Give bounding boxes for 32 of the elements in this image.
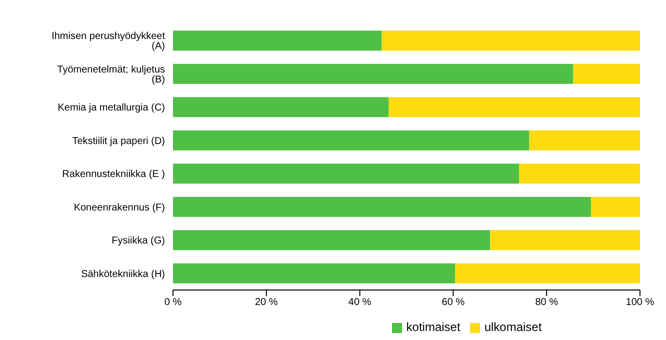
x-tick-label: 20 % <box>255 297 278 308</box>
x-tick-label: 60 % <box>442 297 465 308</box>
legend-label: kotimaiset <box>406 320 460 334</box>
bar <box>388 97 640 118</box>
x-tick-label: 40 % <box>348 297 372 308</box>
bar <box>490 230 640 250</box>
y-tick-label: Tekstiilit ja paperi (D) <box>72 136 165 147</box>
bar <box>173 97 389 118</box>
x-tick-label: 80 % <box>535 297 558 308</box>
y-tick-label: Kemia ja metallurgia (C) <box>58 102 165 114</box>
bar <box>455 263 640 284</box>
bar <box>173 263 456 284</box>
bar <box>173 30 382 51</box>
y-tick-label: Sähkötekniikka (H) <box>81 268 165 280</box>
y-tick-label: Fysiikka (G) <box>112 236 165 247</box>
bar <box>519 164 640 184</box>
x-tick-label: 100 % <box>626 297 654 308</box>
bar <box>173 64 574 84</box>
y-tick-label: Ihmisen perushyödykkeet (A) <box>52 31 166 52</box>
y-tick-label: Työmenetelmät; kuljetus (B) <box>57 64 165 86</box>
bar <box>529 130 640 150</box>
bar <box>173 164 520 184</box>
legend-label: ulkomaiset <box>484 320 542 334</box>
x-tick-label: 0 % <box>164 297 182 308</box>
bar <box>173 230 490 250</box>
y-tick-label: Koneenrakennus (F) <box>74 202 165 214</box>
bar <box>173 130 530 150</box>
bar <box>173 196 591 217</box>
y-tick-label: Rakennustekniikka (E ) <box>62 169 165 180</box>
bar <box>573 64 640 84</box>
bar <box>382 30 640 51</box>
bar <box>590 196 640 217</box>
